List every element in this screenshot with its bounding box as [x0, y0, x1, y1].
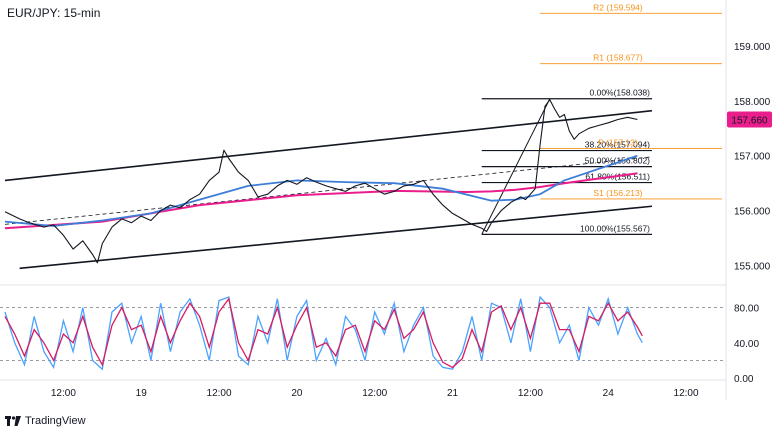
price-tick-label: 155.000	[734, 262, 771, 273]
stochastic-oscillator	[4, 295, 643, 371]
fib-level-label: 38.20%(157.094)	[585, 140, 650, 150]
time-tick-label: 12:00	[674, 388, 699, 399]
ma-fast-line	[4, 154, 638, 227]
price-axis[interactable]: 155.000 156.000 157.000 158.000 159.000	[734, 42, 771, 273]
price-series	[4, 99, 638, 264]
moving-averages	[4, 154, 638, 230]
time-tick-label: 20	[291, 388, 303, 399]
tradingview-icon	[5, 416, 21, 426]
oscillator-axis[interactable]: 0.00 40.00 80.00	[734, 304, 759, 385]
last-price-badge	[727, 111, 772, 128]
price-tick-label: 156.000	[734, 207, 771, 218]
time-axis[interactable]: 12:00 19 12:00 20 12:00 21 12:00 24 12:00	[51, 388, 699, 399]
fib-level-label: 100.00%(155.567)	[580, 223, 650, 233]
time-tick-label: 21	[447, 388, 459, 399]
fib-trend-line	[481, 98, 551, 235]
pivot-label: R1 (158.677)	[593, 53, 643, 63]
pivot-label: S1 (156.213)	[593, 188, 642, 198]
pivot-label: P (157.13)	[598, 138, 638, 148]
oscillator-levels	[0, 307, 726, 361]
tradingview-logo[interactable]: TradingView	[5, 415, 86, 427]
fibonacci-retracement: 0.00%(158.038) 38.20%(157.094) 50.00%(156.…	[481, 88, 652, 235]
pivot-points: R2 (159.594) R1 (158.677) P (157.13) S1 (15…	[540, 2, 722, 200]
last-price-marker: 157.660	[727, 111, 772, 128]
fib-level-label: 0.00%(158.038)	[590, 88, 651, 98]
ma-slow-line	[4, 172, 638, 230]
time-tick-label: 24	[603, 388, 615, 399]
price-line	[4, 99, 638, 264]
time-tick-label: 12:00	[518, 388, 543, 399]
chart-title: EUR/JPY: 15-min	[7, 6, 101, 20]
pivot-label: R2 (159.594)	[593, 2, 643, 12]
tradingview-label: TradingView	[25, 415, 86, 427]
price-tick-label: 157.000	[734, 152, 771, 163]
oscillator-tick-label: 0.00	[734, 374, 754, 385]
channel-lower-line	[19, 205, 653, 270]
price-channel	[4, 109, 653, 270]
channel-mid-line	[4, 156, 653, 225]
stoch-d-line	[4, 297, 643, 369]
fib-level-label: 50.00%(156.802)	[585, 156, 650, 166]
price-tick-label: 159.000	[734, 42, 771, 53]
oscillator-tick-label: 80.00	[734, 304, 759, 315]
time-tick-label: 12:00	[51, 388, 76, 399]
oscillator-tick-label: 40.00	[734, 339, 759, 350]
time-tick-label: 12:00	[362, 388, 387, 399]
last-price-label: 157.660	[731, 115, 768, 126]
time-tick-label: 19	[136, 388, 148, 399]
stoch-k-line	[4, 295, 643, 371]
price-tick-label: 158.000	[734, 97, 771, 108]
channel-upper-line	[4, 109, 653, 182]
time-tick-label: 12:00	[207, 388, 232, 399]
